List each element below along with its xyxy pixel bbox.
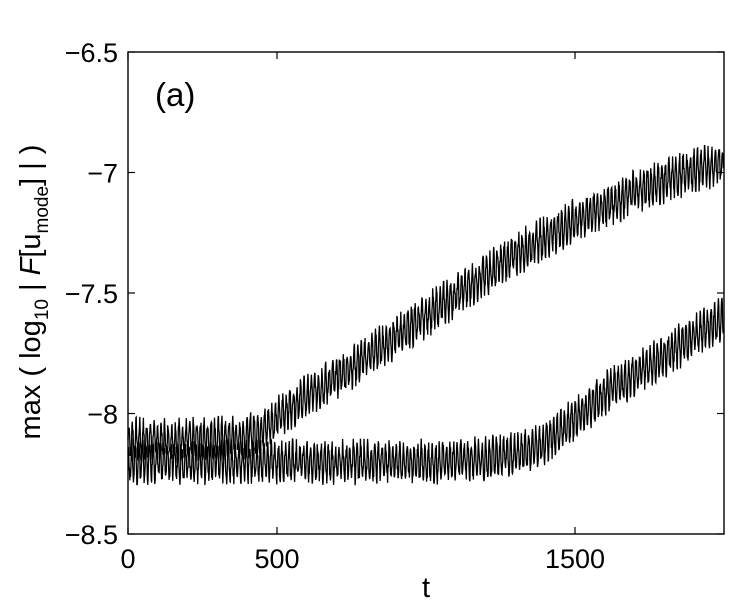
y-tick-label: −8.5 [65, 520, 118, 550]
y-label-suffix: ] | ) [15, 145, 47, 186]
panel-label: (a) [155, 76, 195, 113]
y-tick-label: −7 [87, 159, 118, 189]
y-tick-label: −6.5 [65, 38, 118, 68]
x-tick-label: 500 [254, 544, 299, 574]
y-label-bar: | [15, 275, 47, 299]
ticks-layer: 0 500 1500 −6.5 −7 −7.5 −8 −8.5 [65, 38, 724, 574]
y-label-prefix: max ( log [15, 320, 47, 439]
y-tick-label: −7.5 [65, 279, 118, 309]
x-tick-label: 1500 [545, 544, 605, 574]
y-axis-label: max ( log10 | F[umode] | ) [15, 145, 53, 440]
y-label-bracket: [u [15, 233, 47, 257]
y-label-sub-mode: mode [32, 186, 53, 234]
x-axis-label: t [422, 572, 430, 604]
y-label-sub-10: 10 [32, 299, 53, 320]
x-tick-label: 0 [120, 544, 135, 574]
series-layer [127, 144, 725, 486]
y-label-F: F [15, 255, 47, 275]
y-tick-label: −8 [87, 400, 118, 430]
series-line-2 [127, 297, 725, 486]
